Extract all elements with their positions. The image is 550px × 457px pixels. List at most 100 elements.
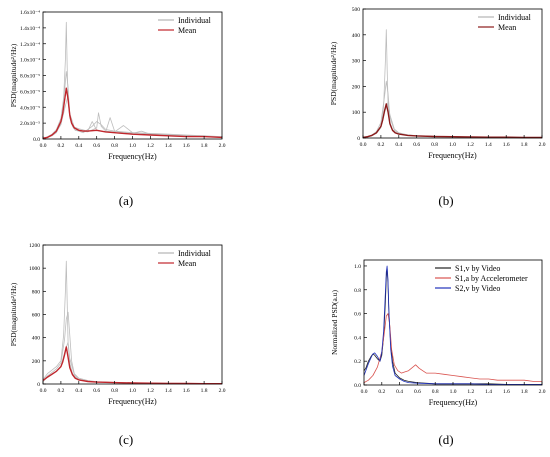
x-tick-label: 1.6 [503,389,510,395]
series-line-2 [363,265,542,385]
y-tick-label: 300 [352,59,361,65]
y-tick-label: 400 [352,33,361,39]
x-tick-label: 0.4 [75,388,82,394]
series-line-3 [42,346,222,385]
x-tick-label: 0.4 [395,142,402,148]
x-tick-label: 0.4 [396,389,403,395]
y-axis-label: Normalized PSD(a.u) [330,290,339,355]
series-line-0 [42,21,223,139]
x-tick-label: 1.0 [129,143,136,149]
x-tick-label: 0.2 [378,389,385,395]
x-tick-label: 1.8 [521,389,528,395]
y-tick-label: 0.0 [33,137,40,143]
series-line-0 [363,267,542,385]
x-axis-label: Frequency(Hz) [429,398,478,407]
y-axis-label: PSD(magnitude²/Hz) [9,43,18,107]
y-tick-label: 1.4x10⁻⁴ [20,26,40,32]
y-tick-label: 0.6 [354,312,361,318]
series-line-3 [42,87,223,139]
legend-label: Mean [498,23,516,32]
legend-label: S1,a by Accelerometer [455,274,528,283]
y-tick-label: 1.2x10⁻⁴ [20,42,40,48]
x-tick-label: 1.2 [147,143,154,149]
y-tick-label: 1.6x10⁻⁴ [20,10,40,16]
x-tick-label: 0.8 [111,143,118,149]
x-tick-label: 0.2 [377,142,384,148]
x-tick-label: 0.2 [57,388,64,394]
panel-2: 0.0 0.2 0.4 0.6 0.8 1.0 1.2 1.4 1.6 1.8 2.0 0 200 400… [9,243,226,447]
x-tick-label: 1.4 [485,142,492,148]
x-tick-label: 2.0 [539,142,546,148]
y-tick-label: 0.2 [354,359,361,365]
x-tick-label: 0.6 [93,388,100,394]
legend-label: Individual [498,13,532,22]
x-tick-label: 0.6 [413,142,420,148]
x-tick-label: 1.6 [503,142,510,148]
legend-label: S1,v by Video [455,264,500,273]
legend-label: S2,v by Video [455,284,500,293]
series-line-2 [42,94,223,139]
panel-label: (b) [438,193,453,208]
x-tick-label: 1.2 [147,388,154,394]
series-line-1 [362,80,542,138]
y-tick-label: 200 [32,359,41,365]
series-line-1 [363,313,542,383]
y-tick-label: 1.0 [354,264,361,270]
x-tick-label: 1.8 [201,388,208,394]
x-tick-label: 0.6 [93,143,100,149]
panel-1: 0.0 0.2 0.4 0.6 0.8 1.0 1.2 1.4 1.6 1.8 2.0 0 100 200… [329,7,546,208]
y-tick-label: 0 [37,382,40,388]
y-tick-label: 600 [32,313,41,319]
x-tick-label: 0.0 [40,143,47,149]
x-tick-label: 0.8 [111,388,118,394]
x-tick-label: 2.0 [219,388,226,394]
x-tick-label: 1.8 [201,143,208,149]
x-axis-label: Frequency(Hz) [108,397,157,406]
x-tick-label: 1.8 [521,142,528,148]
legend-label: Individual [178,16,212,25]
panel-label: (a) [119,193,133,208]
y-axis-label: PSD(magnitude²/Hz) [9,282,18,346]
x-tick-label: 1.0 [449,142,456,148]
x-tick-label: 0.0 [361,389,368,395]
y-tick-label: 400 [32,336,41,342]
y-tick-label: 100 [352,110,361,116]
x-tick-label: 1.4 [165,143,172,149]
y-axis-label: PSD(magnitude²/Hz) [329,41,338,105]
x-tick-label: 1.4 [165,388,172,394]
panel-label: (d) [438,432,453,447]
y-tick-label: 2.0x10⁻⁵ [20,121,40,127]
y-tick-label: 4.0x10⁻⁵ [20,105,40,111]
y-tick-label: 1.0x10⁻⁴ [20,58,40,64]
panel-0: 0.0 0.2 0.4 0.6 0.8 1.0 1.2 1.4 1.6 1.8 2.0 0.0 2.0x… [9,10,226,208]
x-tick-label: 0.0 [360,142,367,148]
y-tick-label: 200 [352,84,361,90]
x-axis-label: Frequency(Hz) [428,151,477,160]
series-line-1 [42,71,222,139]
series-line-1 [42,311,223,385]
x-tick-label: 0.4 [75,143,82,149]
x-tick-label: 1.0 [450,389,457,395]
panel-3: 0.0 0.2 0.4 0.6 0.8 1.0 1.2 1.4 1.6 1.8 2.0 0.0 0.2 0… [330,259,546,447]
x-tick-label: 2.0 [219,143,226,149]
x-axis-label: Frequency(Hz) [108,152,157,161]
x-tick-label: 1.2 [467,389,474,395]
panel-label: (c) [119,432,133,447]
y-tick-label: 0.0 [354,383,361,389]
x-tick-label: 0.6 [414,389,421,395]
x-tick-label: 0.8 [431,142,438,148]
x-tick-label: 0.0 [40,388,47,394]
y-tick-label: 0.4 [354,335,361,341]
x-tick-label: 1.0 [129,388,136,394]
x-tick-label: 1.4 [485,389,492,395]
y-tick-label: 1200 [29,243,40,249]
y-tick-label: 0.8 [354,288,361,294]
legend-label: Mean [178,26,196,35]
legend-label: Mean [178,259,196,268]
x-tick-label: 0.2 [57,143,64,149]
x-tick-label: 1.6 [183,388,190,394]
y-tick-label: 8.0x10⁻⁵ [20,74,40,80]
legend-label: Individual [178,249,212,258]
series-line-3 [362,103,542,139]
